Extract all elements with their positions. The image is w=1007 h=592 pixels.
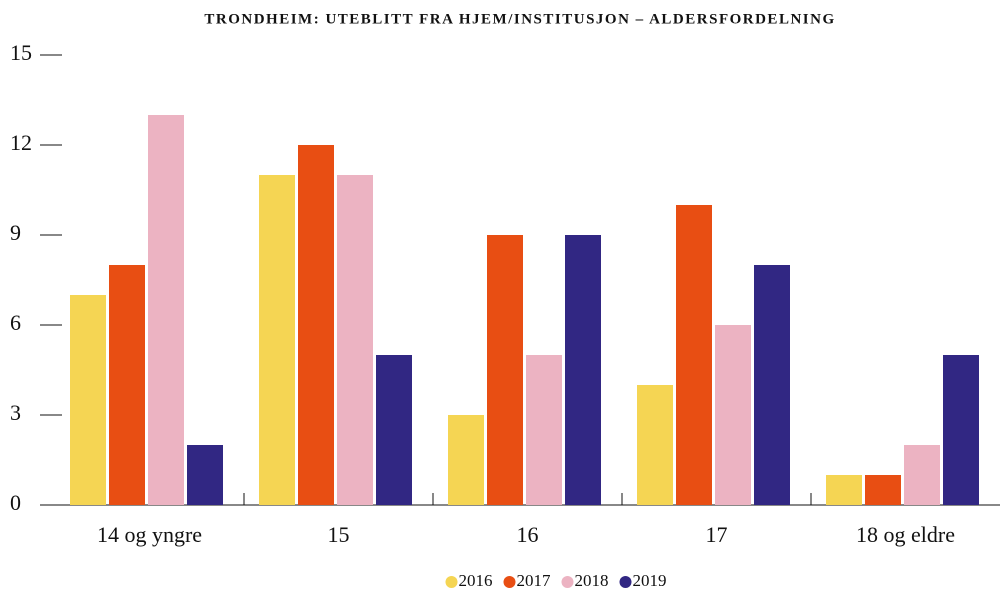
bar [259, 175, 295, 505]
bar [826, 475, 862, 505]
bar [637, 385, 673, 505]
legend-marker [619, 576, 632, 588]
legend-label: 2016 [459, 571, 493, 590]
y-tick-label: 3 [10, 400, 21, 425]
x-tick-label: 18 og eldre [856, 522, 955, 547]
bar [109, 265, 145, 505]
legend-label: 2017 [517, 571, 552, 590]
bar [148, 115, 184, 505]
x-tick-label: 17 [706, 522, 728, 547]
bar [487, 235, 523, 505]
legend-marker [561, 576, 574, 588]
bar [865, 475, 901, 505]
y-tick-label: 15 [10, 40, 32, 65]
legend-marker [503, 576, 516, 588]
bar [715, 325, 751, 505]
bar [70, 295, 106, 505]
bar [904, 445, 940, 505]
bar [448, 415, 484, 505]
legend-marker [445, 576, 458, 588]
legend: 2016 2017 2018 2019 [445, 571, 667, 590]
legend-label: 2018 [575, 571, 609, 590]
y-tick-label: 0 [10, 490, 21, 515]
y-tick-label: 12 [10, 130, 32, 155]
x-tick-label: 16 [517, 522, 539, 547]
bar [676, 205, 712, 505]
bar [298, 145, 334, 505]
chart-title: TRONDHEIM: UTEBLITT FRA HJEM/INSTITUSJON… [204, 11, 835, 27]
bar [187, 445, 223, 505]
x-tick-label: 15 [328, 522, 350, 547]
bar [337, 175, 373, 505]
bar [754, 265, 790, 505]
bar [565, 235, 601, 505]
bar [943, 355, 979, 505]
y-tick-label: 6 [10, 310, 21, 335]
bar [526, 355, 562, 505]
legend-label: 2019 [633, 571, 667, 590]
x-tick-label: 14 og yngre [97, 522, 202, 547]
bar [376, 355, 412, 505]
y-tick-label: 9 [10, 220, 21, 245]
